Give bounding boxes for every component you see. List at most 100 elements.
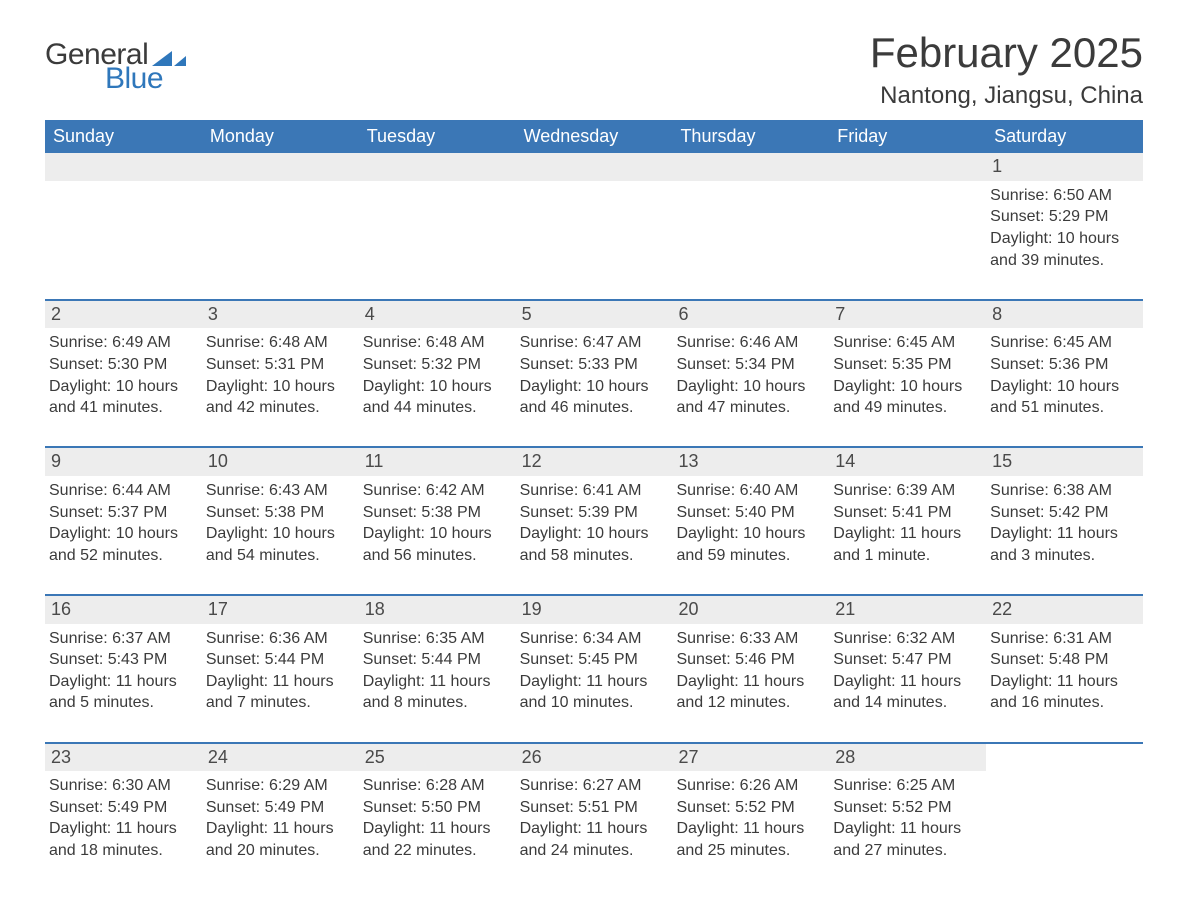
daylight-text: Daylight: 11 hours and 14 minutes. [833, 671, 980, 714]
day-cell [986, 744, 1143, 876]
day-cell: 12Sunrise: 6:41 AMSunset: 5:39 PMDayligh… [516, 448, 673, 580]
sunset-text: Sunset: 5:49 PM [206, 797, 353, 819]
day-number: 2 [45, 301, 202, 329]
sunrise-text: Sunrise: 6:27 AM [520, 775, 667, 797]
day-number: 5 [516, 301, 673, 329]
sunrise-text: Sunrise: 6:48 AM [206, 332, 353, 354]
sunset-text: Sunset: 5:49 PM [49, 797, 196, 819]
day-number: 21 [829, 596, 986, 624]
day-body: Sunrise: 6:42 AMSunset: 5:38 PMDaylight:… [359, 476, 516, 580]
day-body: Sunrise: 6:34 AMSunset: 5:45 PMDaylight:… [516, 624, 673, 728]
sunset-text: Sunset: 5:44 PM [206, 649, 353, 671]
dow-saturday: Saturday [986, 120, 1143, 153]
sunrise-text: Sunrise: 6:31 AM [990, 628, 1137, 650]
day-cell [202, 153, 359, 285]
sunrise-text: Sunrise: 6:35 AM [363, 628, 510, 650]
daylight-text: Daylight: 11 hours and 24 minutes. [520, 818, 667, 861]
day-cell: 19Sunrise: 6:34 AMSunset: 5:45 PMDayligh… [516, 596, 673, 728]
day-body [672, 181, 829, 285]
day-body: Sunrise: 6:25 AMSunset: 5:52 PMDaylight:… [829, 771, 986, 875]
sunrise-text: Sunrise: 6:29 AM [206, 775, 353, 797]
location: Nantong, Jiangsu, China [870, 82, 1143, 110]
day-cell: 7Sunrise: 6:45 AMSunset: 5:35 PMDaylight… [829, 301, 986, 433]
day-body: Sunrise: 6:27 AMSunset: 5:51 PMDaylight:… [516, 771, 673, 875]
week-row: 16Sunrise: 6:37 AMSunset: 5:43 PMDayligh… [45, 594, 1143, 728]
day-number: 17 [202, 596, 359, 624]
day-body: Sunrise: 6:26 AMSunset: 5:52 PMDaylight:… [672, 771, 829, 875]
sunrise-text: Sunrise: 6:49 AM [49, 332, 196, 354]
sunset-text: Sunset: 5:51 PM [520, 797, 667, 819]
day-body: Sunrise: 6:50 AMSunset: 5:29 PMDaylight:… [986, 181, 1143, 285]
sunrise-text: Sunrise: 6:32 AM [833, 628, 980, 650]
daylight-text: Daylight: 10 hours and 47 minutes. [676, 376, 823, 419]
sunset-text: Sunset: 5:37 PM [49, 502, 196, 524]
day-cell [516, 153, 673, 285]
sunrise-text: Sunrise: 6:50 AM [990, 185, 1137, 207]
day-cell: 3Sunrise: 6:48 AMSunset: 5:31 PMDaylight… [202, 301, 359, 433]
day-body [986, 771, 1143, 875]
day-body: Sunrise: 6:33 AMSunset: 5:46 PMDaylight:… [672, 624, 829, 728]
day-number: 23 [45, 744, 202, 772]
day-number: 13 [672, 448, 829, 476]
sunset-text: Sunset: 5:40 PM [676, 502, 823, 524]
day-number [359, 153, 516, 181]
day-number: 12 [516, 448, 673, 476]
sunrise-text: Sunrise: 6:48 AM [363, 332, 510, 354]
day-body: Sunrise: 6:36 AMSunset: 5:44 PMDaylight:… [202, 624, 359, 728]
daylight-text: Daylight: 10 hours and 42 minutes. [206, 376, 353, 419]
day-body: Sunrise: 6:39 AMSunset: 5:41 PMDaylight:… [829, 476, 986, 580]
sunrise-text: Sunrise: 6:34 AM [520, 628, 667, 650]
sunset-text: Sunset: 5:52 PM [833, 797, 980, 819]
daylight-text: Daylight: 10 hours and 58 minutes. [520, 523, 667, 566]
day-body [516, 181, 673, 285]
day-cell [359, 153, 516, 285]
daylight-text: Daylight: 11 hours and 12 minutes. [676, 671, 823, 714]
day-cell: 13Sunrise: 6:40 AMSunset: 5:40 PMDayligh… [672, 448, 829, 580]
day-body: Sunrise: 6:41 AMSunset: 5:39 PMDaylight:… [516, 476, 673, 580]
logo: General Blue [45, 30, 186, 96]
sunrise-text: Sunrise: 6:44 AM [49, 480, 196, 502]
sunrise-text: Sunrise: 6:25 AM [833, 775, 980, 797]
day-body [359, 181, 516, 285]
day-body: Sunrise: 6:47 AMSunset: 5:33 PMDaylight:… [516, 328, 673, 432]
day-body: Sunrise: 6:37 AMSunset: 5:43 PMDaylight:… [45, 624, 202, 728]
dow-tuesday: Tuesday [359, 120, 516, 153]
day-number [516, 153, 673, 181]
day-number: 15 [986, 448, 1143, 476]
week-row: 2Sunrise: 6:49 AMSunset: 5:30 PMDaylight… [45, 299, 1143, 433]
day-body: Sunrise: 6:40 AMSunset: 5:40 PMDaylight:… [672, 476, 829, 580]
sunrise-text: Sunrise: 6:45 AM [833, 332, 980, 354]
day-body: Sunrise: 6:48 AMSunset: 5:31 PMDaylight:… [202, 328, 359, 432]
sunrise-text: Sunrise: 6:39 AM [833, 480, 980, 502]
week-row: 23Sunrise: 6:30 AMSunset: 5:49 PMDayligh… [45, 742, 1143, 876]
day-number: 9 [45, 448, 202, 476]
day-number: 14 [829, 448, 986, 476]
month-title: February 2025 [870, 30, 1143, 76]
header: General Blue February 2025 Nantong, Jian… [45, 30, 1143, 110]
sunset-text: Sunset: 5:39 PM [520, 502, 667, 524]
day-number [202, 153, 359, 181]
day-number [986, 744, 1143, 772]
day-cell: 8Sunrise: 6:45 AMSunset: 5:36 PMDaylight… [986, 301, 1143, 433]
sunrise-text: Sunrise: 6:28 AM [363, 775, 510, 797]
daylight-text: Daylight: 10 hours and 56 minutes. [363, 523, 510, 566]
day-cell: 6Sunrise: 6:46 AMSunset: 5:34 PMDaylight… [672, 301, 829, 433]
calendar: SundayMondayTuesdayWednesdayThursdayFrid… [45, 120, 1143, 875]
sunrise-text: Sunrise: 6:40 AM [676, 480, 823, 502]
sunrise-text: Sunrise: 6:41 AM [520, 480, 667, 502]
day-body: Sunrise: 6:48 AMSunset: 5:32 PMDaylight:… [359, 328, 516, 432]
sunset-text: Sunset: 5:43 PM [49, 649, 196, 671]
day-number: 26 [516, 744, 673, 772]
sunrise-text: Sunrise: 6:47 AM [520, 332, 667, 354]
sunset-text: Sunset: 5:29 PM [990, 206, 1137, 228]
day-number: 24 [202, 744, 359, 772]
day-number: 19 [516, 596, 673, 624]
sunset-text: Sunset: 5:34 PM [676, 354, 823, 376]
week-row: 1Sunrise: 6:50 AMSunset: 5:29 PMDaylight… [45, 153, 1143, 285]
day-body [202, 181, 359, 285]
daylight-text: Daylight: 10 hours and 44 minutes. [363, 376, 510, 419]
sunrise-text: Sunrise: 6:30 AM [49, 775, 196, 797]
daylight-text: Daylight: 11 hours and 3 minutes. [990, 523, 1137, 566]
day-number: 22 [986, 596, 1143, 624]
day-body: Sunrise: 6:30 AMSunset: 5:49 PMDaylight:… [45, 771, 202, 875]
